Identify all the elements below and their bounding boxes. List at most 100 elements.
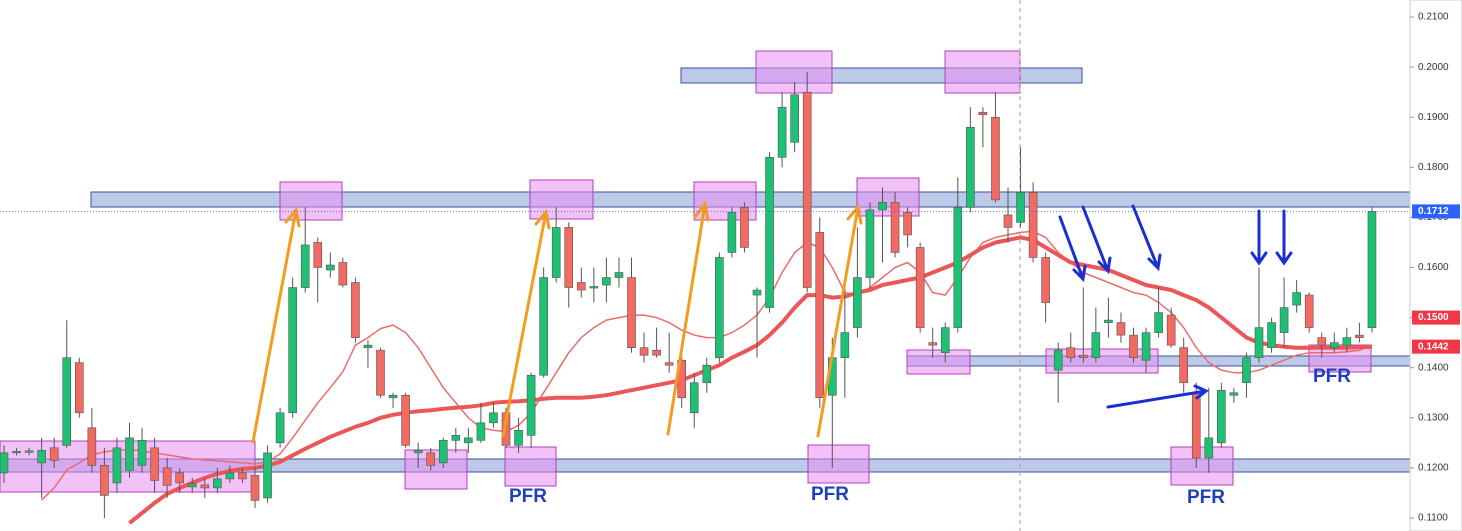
arrow <box>1250 209 1268 266</box>
candle-body <box>991 116 1000 201</box>
highlight-box <box>404 449 468 490</box>
candle-body <box>1217 389 1226 444</box>
candle-body <box>790 94 799 143</box>
candle-body <box>564 227 574 288</box>
candle-body <box>489 412 498 424</box>
candle-body <box>12 451 21 454</box>
y-tick-label: 0.1400 <box>1418 362 1449 373</box>
candle-body <box>1204 437 1214 459</box>
candle-body <box>250 475 260 501</box>
price-label: 0.1712 <box>1418 206 1449 217</box>
candle-body <box>401 394 410 446</box>
arrow <box>1275 209 1293 266</box>
candle-body <box>325 264 335 271</box>
price-label-box <box>1412 339 1460 354</box>
candle-body <box>1091 332 1101 358</box>
y-tick-label: 0.1900 <box>1418 112 1449 123</box>
candle-body <box>150 447 159 481</box>
highlight-box <box>504 446 557 487</box>
candle-body <box>213 478 222 489</box>
moving-average <box>128 235 1373 525</box>
candle-body <box>1242 357 1251 384</box>
candle-body <box>413 450 423 454</box>
pfr-label: PFR <box>811 484 849 505</box>
candle-body <box>890 202 900 253</box>
candle-body <box>338 262 348 286</box>
candle-body <box>1104 319 1113 323</box>
candle-body <box>1179 347 1188 384</box>
candle-body <box>652 349 661 356</box>
candle-body <box>1154 312 1163 333</box>
y-tick-label: 0.2100 <box>1418 12 1449 23</box>
candle-body <box>978 111 988 116</box>
y-tick-label: 0.1300 <box>1418 412 1449 423</box>
candle-body <box>1116 322 1126 336</box>
candle-body <box>1066 347 1076 358</box>
candle-body <box>589 286 599 289</box>
pfr-label: PFR <box>1313 366 1351 387</box>
candle-body <box>966 126 975 208</box>
highlight-box <box>944 50 1021 94</box>
candle-body <box>300 244 310 288</box>
arrow <box>1131 204 1162 272</box>
candle-body <box>1367 211 1377 328</box>
candle-body <box>476 422 486 441</box>
candle-body <box>1279 307 1289 333</box>
candle-body <box>840 332 850 358</box>
highlight-box <box>755 50 833 94</box>
candle-body <box>627 277 636 348</box>
highlight-box <box>807 444 870 484</box>
candle-body <box>853 277 862 328</box>
candle-body <box>1229 392 1239 396</box>
candle-body <box>112 447 122 484</box>
candle-body <box>1141 332 1151 361</box>
candle-body <box>514 430 523 446</box>
candle-body <box>376 349 385 396</box>
highlight-box <box>529 179 594 220</box>
arrow <box>1106 384 1209 409</box>
candle-body <box>1079 354 1088 358</box>
candle-body <box>727 212 737 253</box>
candle-body <box>426 452 436 466</box>
candle-body <box>200 484 210 489</box>
plot <box>0 72 1377 525</box>
arrow <box>251 206 301 444</box>
pfr-label: PFR <box>1187 487 1225 508</box>
candle-body <box>639 347 649 356</box>
candle-body <box>903 212 912 236</box>
candle-body <box>1317 337 1327 346</box>
candle-body <box>187 483 197 488</box>
candle-body <box>175 472 184 484</box>
candle-body <box>928 342 938 346</box>
price-label-box <box>1412 204 1460 219</box>
highlight-boxes <box>0 50 1372 493</box>
top-zone <box>680 67 1083 84</box>
price-axis <box>1409 0 1462 531</box>
candle-body <box>37 450 46 464</box>
candle-body <box>388 394 398 399</box>
candle-body <box>1267 322 1276 348</box>
candle-body <box>1191 392 1201 459</box>
candle-body <box>288 287 297 414</box>
candle-body <box>740 207 749 248</box>
candle-body <box>162 467 172 486</box>
candle-body <box>865 209 875 278</box>
candle-body <box>438 440 448 464</box>
candle-body <box>752 289 762 296</box>
candle-body <box>689 382 699 414</box>
arrow <box>1058 215 1087 283</box>
arrow <box>816 203 863 438</box>
candle-body <box>1342 337 1352 346</box>
candle-body <box>664 362 674 366</box>
candle-body <box>940 327 950 353</box>
candle-body <box>526 374 536 436</box>
candle-body <box>363 344 373 348</box>
y-tick-label: 0.1100 <box>1418 513 1448 524</box>
candle-body <box>1355 334 1364 338</box>
candle-body <box>1003 214 1013 228</box>
candle-body <box>539 277 548 376</box>
candle-body <box>1129 334 1138 358</box>
candle-body <box>576 282 586 291</box>
